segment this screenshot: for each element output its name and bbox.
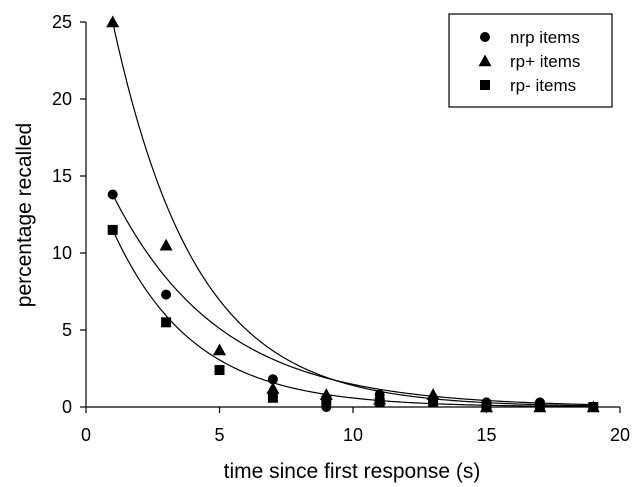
y-tick-label: 10: [52, 243, 72, 263]
data-point-rp-items: [106, 15, 120, 28]
x-tick-label: 20: [610, 425, 630, 445]
x-tick-label: 5: [214, 425, 224, 445]
y-axis-label: percentage recalled: [13, 123, 36, 307]
data-point-rp-items: [428, 397, 439, 408]
x-tick-label: 0: [81, 425, 91, 445]
data-point-nrp-items: [267, 374, 278, 385]
legend-marker-nrp-items: [480, 32, 490, 42]
y-tick-label: 5: [62, 320, 72, 340]
legend-marker-rp-items: [480, 80, 490, 90]
data-point-rp-items: [213, 343, 226, 356]
axes: 0 5 10 15 20 25 0 5 10 15 20: [52, 12, 630, 445]
y-tick-label: 20: [52, 89, 72, 109]
data-point-rp-items: [374, 397, 385, 408]
data-point-rp-items: [266, 382, 280, 394]
data-point-rp-items: [534, 402, 545, 412]
fit-curve-rp-items: [112, 21, 594, 407]
legend-label-nrp-items: nrp items: [510, 28, 580, 47]
x-tick-label: 10: [343, 425, 363, 445]
x-axis-label: time since first response (s): [224, 460, 481, 483]
data-point-rp-items: [426, 388, 440, 400]
fit-curve-nrp-items: [112, 194, 594, 406]
fit-curves: [112, 21, 594, 408]
legend-label-rp-items: rp+ items: [510, 52, 580, 71]
y-tick-label: 15: [52, 166, 72, 186]
data-point-nrp-items: [161, 289, 172, 300]
data-point-rp-items: [267, 392, 278, 403]
legend-box: [448, 13, 613, 108]
data-point-rp-items: [588, 402, 599, 412]
y-tick-label: 25: [52, 12, 72, 32]
data-point-rp-items: [481, 402, 492, 412]
data-point-rp-items: [321, 395, 332, 406]
legend: nrp items rp+ items rp- items: [448, 13, 613, 108]
data-point-nrp-items: [107, 189, 118, 200]
data-point-rp-items: [214, 365, 225, 376]
y-tick-label: 0: [62, 397, 72, 417]
data-point-rp-items: [107, 224, 118, 235]
data-point-rp-items: [159, 238, 173, 251]
fit-curve-rp-items: [112, 229, 594, 408]
data-markers: [106, 15, 600, 413]
data-point-rp-items: [161, 317, 172, 328]
legend-marker-rp-items: [478, 54, 492, 67]
legend-label-rp-items: rp- items: [510, 76, 576, 95]
x-tick-label: 15: [476, 425, 496, 445]
